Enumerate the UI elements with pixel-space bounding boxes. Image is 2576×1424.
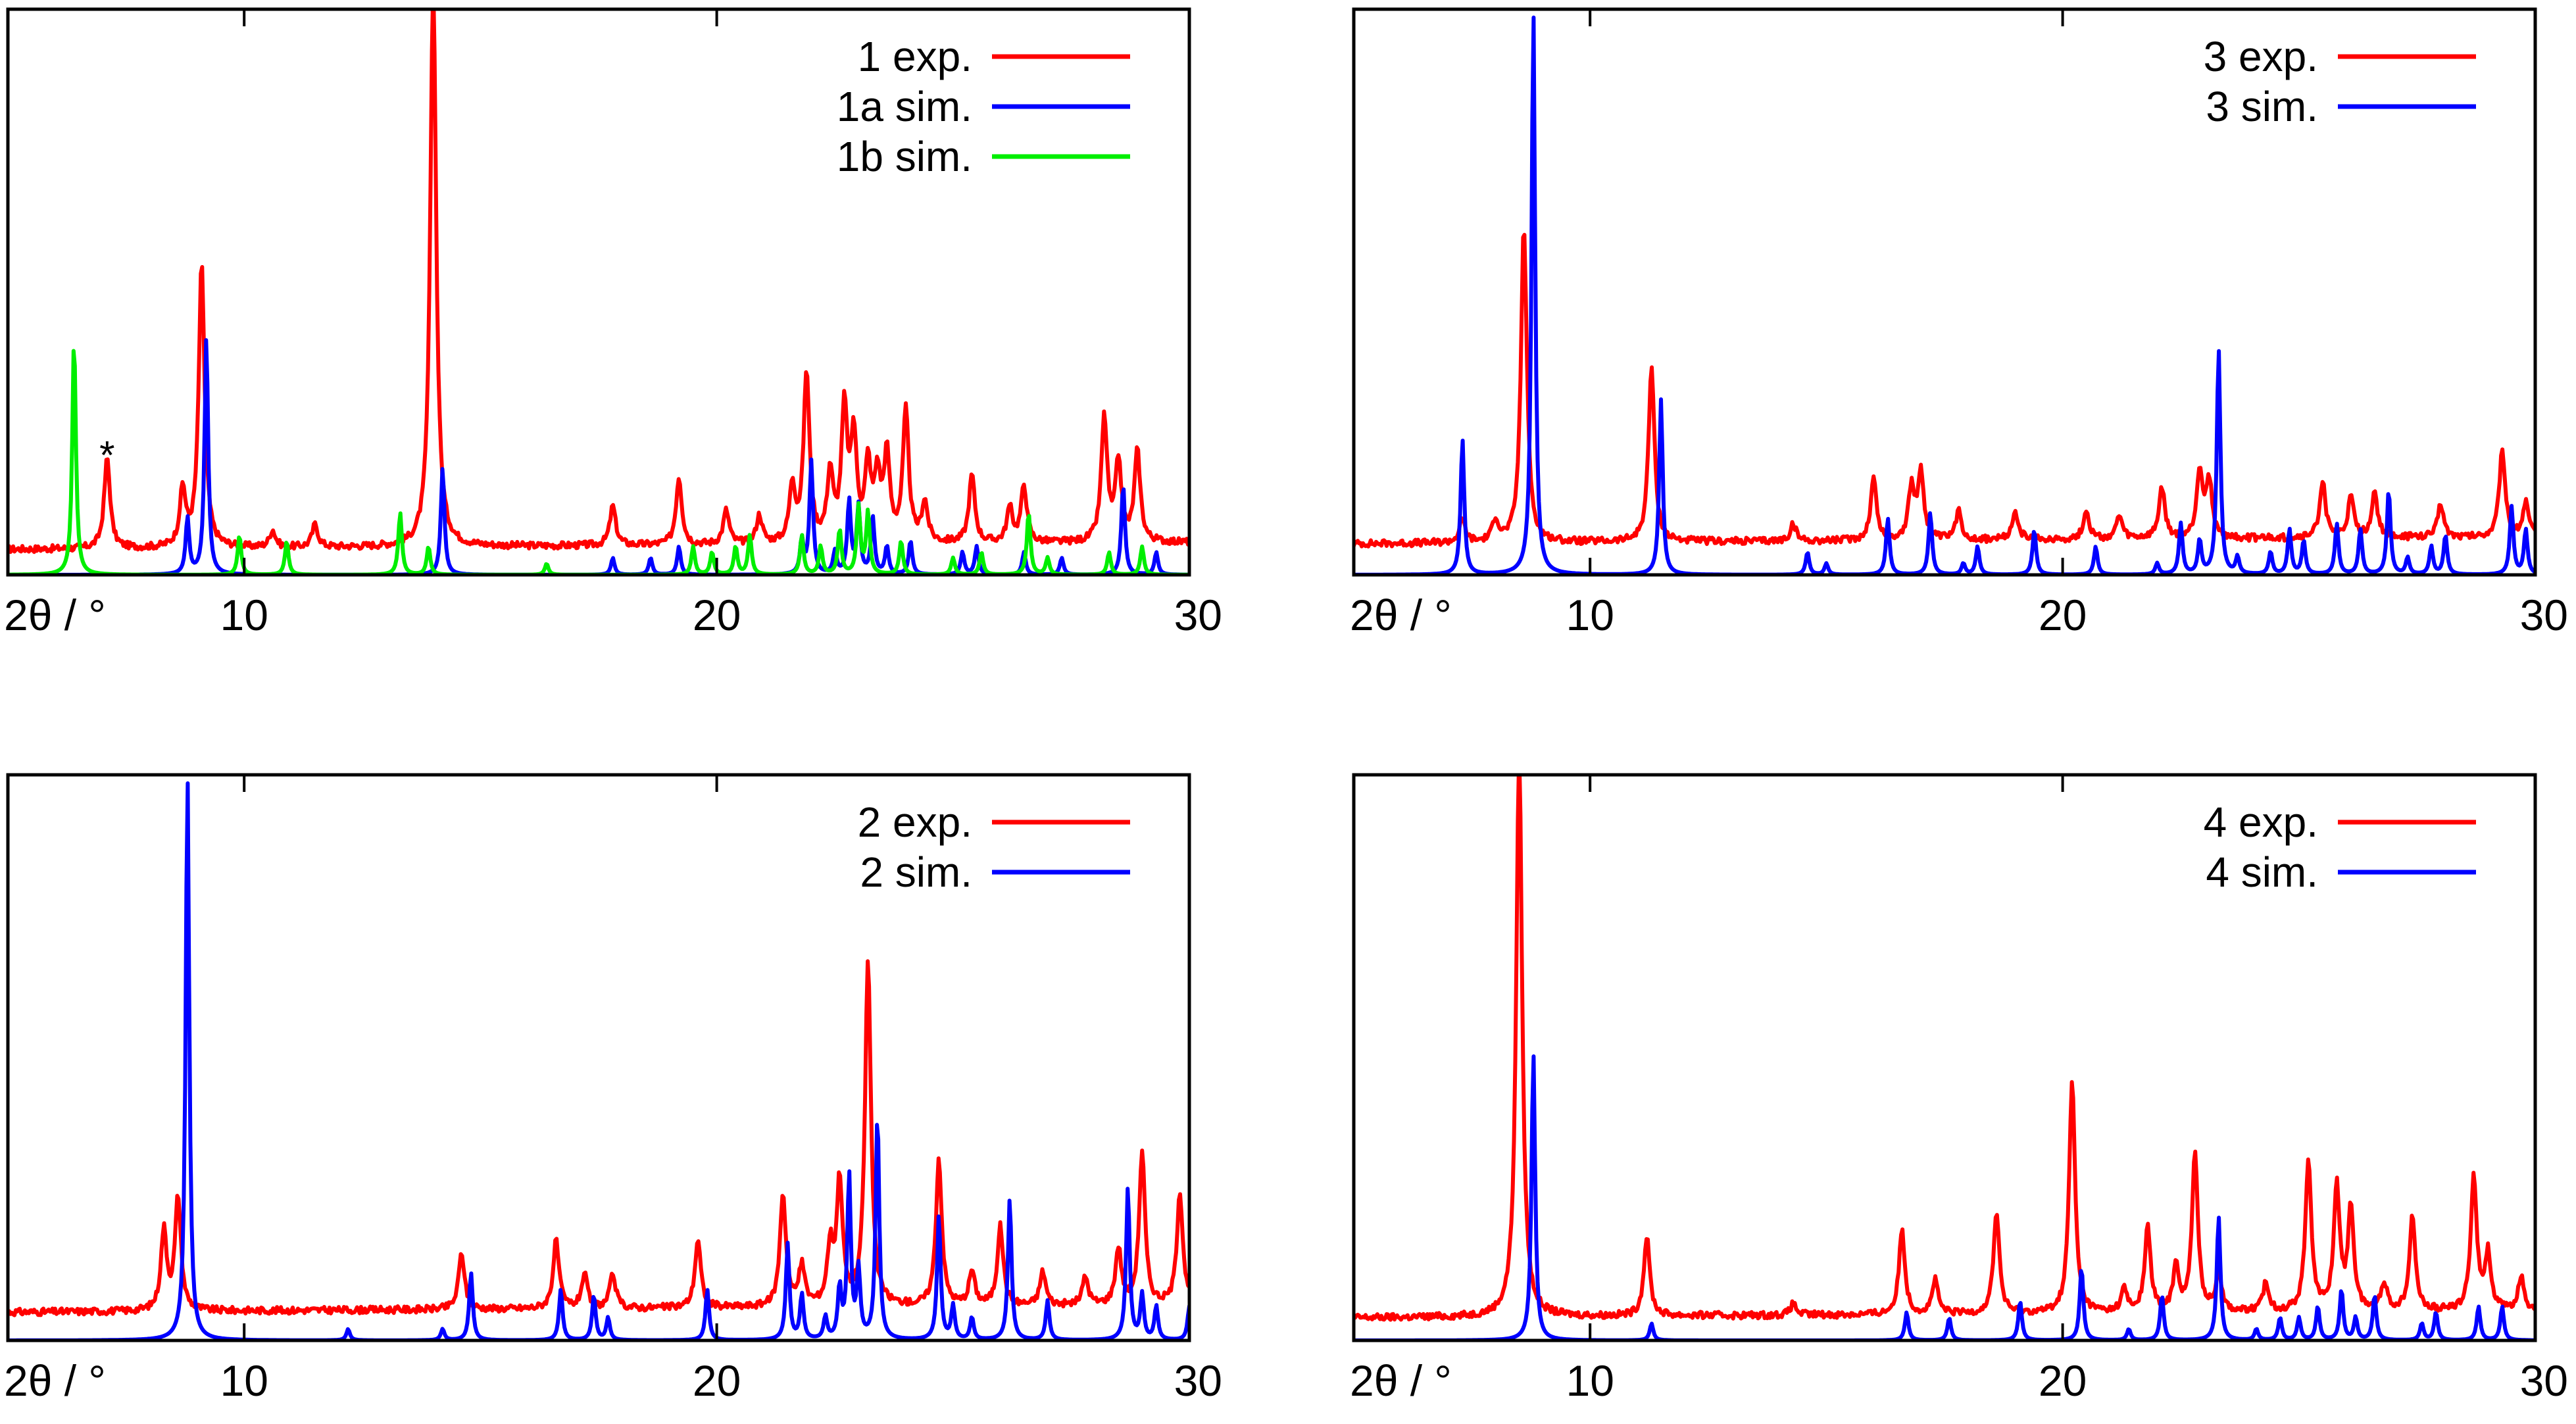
plot-frame <box>1352 773 2537 1342</box>
x-tick-label: 30 <box>1174 1356 1222 1405</box>
chart-panel-bottom-right: 10 20 30 2θ / ° 4 exp.4 sim. <box>1350 773 2568 1405</box>
x-axis-label: 2θ / ° <box>4 591 106 639</box>
x-tick-label: 10 <box>1566 1356 1614 1405</box>
x-axis-label: 2θ / ° <box>4 1356 106 1405</box>
series-line-4-exp- <box>1354 775 2535 1322</box>
series-line-2-sim- <box>8 781 1189 1340</box>
series-line-4-sim- <box>1354 1054 2535 1340</box>
x-tick-label: 30 <box>1174 591 1222 639</box>
x-axis-label: 2θ / ° <box>1350 1356 1452 1405</box>
plot-frame <box>6 7 1191 577</box>
legend-label: 1b sim. <box>837 133 972 180</box>
x-tick-label: 30 <box>2520 591 2568 639</box>
series-line-1a-sim- <box>8 338 1189 575</box>
plot-frame <box>6 773 1191 1342</box>
legend-label: 3 exp. <box>2204 33 2318 80</box>
legend: 3 exp.3 sim. <box>2204 33 2476 130</box>
legend: 2 exp.2 sim. <box>858 798 1130 896</box>
x-axis-label: 2θ / ° <box>1350 591 1452 639</box>
chart-panel-bottom-left: 10 20 30 2θ / ° 2 exp.2 sim. <box>4 773 1222 1405</box>
legend-label: 4 exp. <box>2204 798 2318 846</box>
x-tick-label: 20 <box>693 1356 741 1405</box>
plot-frame <box>1352 7 2537 577</box>
series-line-2-exp- <box>8 959 1189 1317</box>
legend-label: 1 exp. <box>858 33 972 80</box>
legend-label: 2 sim. <box>860 848 972 896</box>
x-tick-label: 10 <box>220 591 268 639</box>
x-tick-label: 20 <box>2039 1356 2087 1405</box>
x-tick-label: 20 <box>2039 591 2087 639</box>
series-line-3-sim- <box>1354 15 2535 575</box>
x-tick-label: 30 <box>2520 1356 2568 1405</box>
annotation-asterisk: * <box>99 433 114 477</box>
legend-label: 3 sim. <box>2206 83 2318 130</box>
legend-label: 4 sim. <box>2206 848 2318 896</box>
legend-label: 1a sim. <box>837 83 972 130</box>
series-line-1-exp- <box>8 9 1189 554</box>
legend: 1 exp.1a sim.1b sim. <box>837 33 1130 180</box>
legend-label: 2 exp. <box>858 798 972 846</box>
x-tick-label: 20 <box>693 591 741 639</box>
legend: 4 exp.4 sim. <box>2204 798 2476 896</box>
chart-panel-top-right: 10 20 30 2θ / ° 3 exp.3 sim. <box>1350 7 2568 639</box>
x-tick-label: 10 <box>220 1356 268 1405</box>
chart-panel-top-left: 10 20 30 2θ / ° * 1 exp.1a sim.1b sim. <box>4 7 1222 639</box>
x-tick-label: 10 <box>1566 591 1614 639</box>
